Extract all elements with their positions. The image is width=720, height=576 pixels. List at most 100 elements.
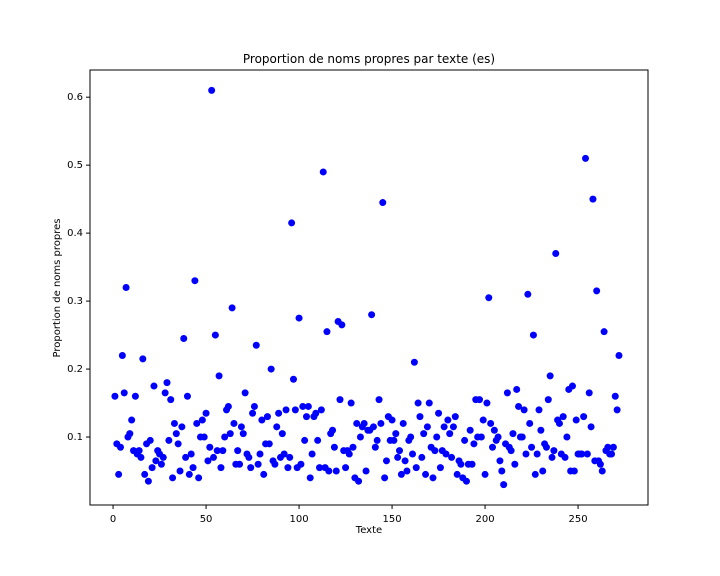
point <box>306 474 314 482</box>
point <box>515 402 523 410</box>
point <box>396 447 404 455</box>
point <box>193 419 201 427</box>
point <box>397 470 405 478</box>
point <box>183 392 191 400</box>
y-tick-label: 0.4 <box>67 228 83 239</box>
point <box>490 426 498 434</box>
point <box>135 447 143 455</box>
point <box>303 413 311 421</box>
point <box>219 447 227 455</box>
point <box>329 426 337 434</box>
point <box>241 389 249 397</box>
point <box>446 430 454 438</box>
x-tick-label: 100 <box>290 514 309 525</box>
y-tick-label: 0.1 <box>67 432 83 443</box>
point <box>159 453 167 461</box>
point <box>561 453 569 461</box>
point <box>325 467 333 475</box>
point <box>520 406 528 414</box>
point <box>468 460 476 468</box>
point <box>608 450 616 458</box>
point <box>451 413 459 421</box>
point <box>518 433 526 441</box>
point <box>449 423 457 431</box>
point <box>388 416 396 424</box>
point <box>524 290 532 298</box>
point <box>126 430 134 438</box>
point <box>122 284 130 291</box>
point <box>360 419 368 427</box>
point <box>436 464 444 472</box>
point <box>286 453 294 461</box>
x-tick-label: 0 <box>110 514 116 525</box>
point <box>275 409 283 417</box>
point <box>381 474 389 482</box>
point <box>336 396 344 404</box>
point <box>578 450 586 458</box>
point <box>462 477 470 485</box>
point <box>144 477 152 485</box>
point <box>485 294 493 302</box>
x-tick-label: 250 <box>569 514 588 525</box>
point <box>403 467 411 475</box>
point <box>323 328 331 336</box>
point <box>377 419 385 427</box>
point <box>422 470 430 478</box>
point <box>496 457 504 465</box>
point <box>489 443 497 451</box>
point <box>379 199 387 207</box>
point <box>254 460 262 468</box>
point <box>546 372 554 380</box>
point <box>433 433 441 441</box>
point <box>429 474 437 482</box>
point <box>600 328 608 336</box>
point <box>200 433 208 441</box>
point <box>213 447 221 455</box>
point <box>461 436 469 444</box>
point <box>611 392 619 400</box>
point <box>139 355 147 363</box>
point <box>563 433 571 441</box>
point <box>362 467 370 475</box>
point <box>319 168 327 176</box>
point <box>221 433 229 441</box>
point <box>182 453 190 461</box>
point <box>237 423 245 431</box>
point <box>297 460 305 468</box>
point <box>163 379 171 387</box>
point <box>537 426 545 434</box>
point <box>195 474 203 482</box>
point <box>288 219 296 227</box>
point <box>250 402 258 410</box>
point <box>394 453 402 461</box>
point <box>477 433 485 441</box>
point <box>410 358 418 366</box>
point <box>596 460 604 468</box>
point <box>498 467 506 475</box>
point <box>509 430 517 438</box>
point <box>481 470 489 478</box>
point <box>245 453 253 461</box>
point <box>598 467 606 475</box>
point <box>312 409 320 417</box>
point <box>470 440 478 448</box>
x-tick-label: 200 <box>476 514 495 525</box>
point <box>178 423 186 431</box>
point <box>332 467 340 475</box>
point <box>369 423 377 431</box>
point <box>535 406 543 414</box>
point <box>189 464 197 472</box>
point <box>263 413 271 421</box>
point <box>174 440 182 448</box>
point <box>252 341 260 349</box>
point <box>529 331 537 339</box>
point <box>500 481 508 489</box>
point <box>299 402 307 410</box>
point <box>191 277 199 285</box>
point <box>435 409 443 417</box>
point <box>416 413 424 421</box>
point <box>448 453 456 461</box>
point <box>291 406 299 414</box>
point <box>507 447 515 455</box>
